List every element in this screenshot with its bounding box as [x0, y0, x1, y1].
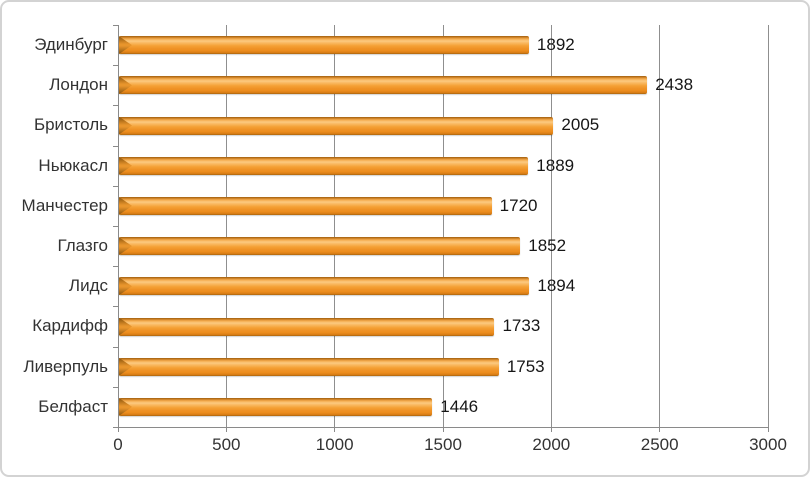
x-axis-tick-label: 0 — [113, 435, 123, 454]
value-label: 2005 — [561, 115, 600, 135]
bar — [119, 397, 433, 416]
gridline — [334, 25, 336, 427]
value-label: 1720 — [499, 195, 538, 215]
bar — [119, 196, 492, 215]
gridline — [659, 25, 661, 427]
gridline — [767, 25, 769, 427]
y-axis-tick — [113, 226, 118, 227]
x-axis-tick — [767, 427, 769, 432]
bar — [119, 277, 530, 296]
bar — [119, 317, 495, 336]
gridline — [550, 25, 552, 427]
x-axis-tick — [550, 427, 552, 432]
y-axis-tick — [113, 25, 118, 26]
value-label: 1892 — [536, 35, 575, 55]
category-label: Лидс — [68, 276, 108, 296]
y-axis-tick — [113, 185, 118, 187]
y-axis-tick — [113, 427, 118, 428]
bar — [119, 237, 521, 256]
bar — [119, 156, 529, 175]
x-axis-tick-label: 500 — [212, 435, 241, 454]
category-label: Белфаст — [38, 396, 108, 416]
x-axis-line — [113, 427, 769, 428]
bar — [119, 357, 499, 376]
category-label: Манчестер — [21, 195, 108, 215]
y-axis-tick — [113, 145, 118, 147]
value-label: 1753 — [506, 356, 545, 376]
value-label: 1852 — [528, 236, 567, 256]
x-axis-tick-label: 1000 — [315, 435, 354, 454]
x-axis-tick-label: 1500 — [424, 435, 462, 454]
y-axis-tick — [113, 386, 118, 388]
bar — [119, 76, 648, 95]
x-axis-tick-label: 2000 — [532, 435, 571, 454]
category-label: Кардифф — [32, 316, 108, 336]
x-axis-tick — [659, 427, 661, 432]
y-axis-tick — [113, 306, 118, 308]
gridline — [225, 25, 227, 427]
category-label: Эдинбург — [34, 35, 108, 55]
y-axis-tick — [113, 346, 118, 348]
category-label: Ливерпуль — [23, 356, 108, 376]
value-label: 2438 — [655, 75, 694, 95]
bar — [119, 116, 554, 135]
value-label: 1446 — [440, 396, 479, 416]
value-label: 1733 — [502, 316, 541, 336]
category-label: Лондон — [49, 75, 108, 95]
category-label: Глазго — [57, 236, 108, 256]
x-axis-tick-label: 2500 — [640, 435, 679, 454]
x-axis-tick — [117, 427, 119, 432]
x-axis-tick-label: 3000 — [749, 435, 787, 454]
gridline — [442, 25, 444, 427]
y-axis-line — [118, 25, 119, 428]
value-label: 1889 — [536, 155, 575, 175]
category-label: Бристоль — [33, 115, 108, 135]
bar — [119, 36, 529, 55]
category-label: Ньюкасл — [38, 155, 108, 175]
x-axis-tick — [225, 427, 227, 432]
x-axis-tick — [442, 427, 444, 432]
y-axis-tick — [113, 105, 118, 107]
y-axis-tick — [113, 266, 118, 268]
y-axis-tick — [113, 65, 118, 67]
value-label: 1894 — [537, 276, 576, 296]
x-axis-tick — [334, 427, 336, 432]
